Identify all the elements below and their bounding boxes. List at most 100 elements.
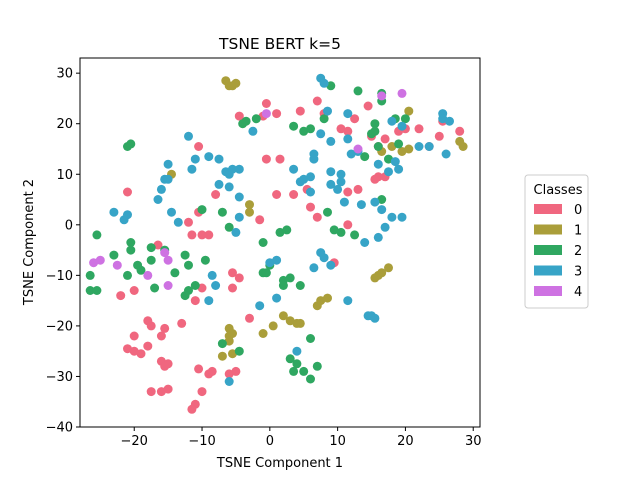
point-class-2 (85, 270, 95, 280)
point-class-4 (163, 255, 173, 265)
x-tick-label: −20 (121, 434, 148, 449)
point-class-3 (333, 184, 343, 194)
y-axis: −40 −30 −20 −10 0 10 20 30 (46, 67, 80, 436)
point-class-2 (329, 225, 339, 235)
point-class-3 (309, 149, 319, 159)
point-class-3 (184, 131, 193, 141)
point-class-3 (387, 116, 397, 126)
point-class-2 (323, 207, 332, 217)
point-class-2 (197, 205, 207, 215)
point-class-3 (414, 142, 424, 151)
point-class-0 (197, 230, 207, 240)
y-tick-label: 0 (65, 218, 73, 233)
point-class-3 (323, 106, 332, 116)
point-class-2 (350, 230, 360, 240)
legend-label-2: 2 (574, 244, 582, 259)
point-class-3 (441, 149, 451, 159)
point-class-3 (319, 253, 329, 263)
point-class-0 (275, 154, 285, 164)
point-class-3 (265, 258, 275, 268)
point-class-2 (234, 346, 244, 356)
point-class-2 (285, 273, 295, 283)
legend-swatch-0 (534, 204, 562, 214)
point-class-2 (282, 225, 292, 235)
point-class-2 (184, 286, 193, 295)
point-class-4 (112, 260, 122, 270)
point-class-2 (360, 152, 370, 162)
point-class-3 (326, 167, 336, 177)
point-class-0 (289, 190, 299, 199)
point-class-3 (187, 164, 197, 174)
legend: Classes 0 1 2 3 4 (524, 174, 589, 309)
point-class-1 (377, 268, 387, 278)
point-class-3 (272, 255, 282, 265)
point-class-0 (312, 96, 322, 106)
point-class-2 (306, 124, 315, 134)
point-class-3 (339, 197, 349, 207)
point-class-3 (207, 270, 217, 280)
point-class-0 (207, 366, 217, 376)
point-class-0 (160, 361, 170, 371)
point-class-0 (190, 296, 200, 306)
point-class-3 (343, 296, 353, 306)
point-class-0 (153, 240, 163, 250)
point-class-0 (295, 106, 305, 116)
point-class-0 (370, 174, 380, 184)
point-class-3 (370, 313, 380, 323)
point-class-2 (373, 142, 383, 151)
point-class-1 (397, 147, 407, 156)
point-class-3 (214, 179, 224, 189)
x-tick-label: 20 (397, 434, 414, 449)
point-class-3 (173, 217, 183, 227)
point-class-0 (312, 212, 322, 222)
point-class-0 (343, 187, 353, 197)
point-class-3 (326, 136, 336, 146)
point-class-2 (123, 270, 132, 280)
point-class-4 (160, 248, 170, 258)
legend-label-4: 4 (574, 285, 582, 300)
point-class-0 (156, 387, 166, 397)
point-class-0 (234, 111, 244, 121)
point-class-3 (214, 154, 224, 164)
point-class-1 (224, 336, 234, 346)
point-class-3 (156, 184, 166, 194)
point-class-1 (245, 200, 254, 210)
point-class-2 (217, 339, 227, 349)
point-class-3 (343, 134, 353, 144)
point-class-3 (394, 164, 404, 174)
point-class-2 (170, 268, 180, 278)
point-class-0 (228, 283, 237, 293)
point-class-0 (380, 134, 390, 144)
point-class-1 (323, 293, 332, 303)
point-class-1 (268, 321, 278, 331)
point-class-3 (234, 164, 244, 174)
point-class-1 (228, 349, 237, 359)
point-class-2 (146, 243, 156, 253)
point-class-2 (319, 114, 329, 124)
point-class-2 (370, 126, 380, 136)
point-class-2 (85, 286, 95, 295)
point-class-0 (187, 230, 197, 240)
point-class-3 (163, 174, 173, 184)
point-class-0 (194, 142, 204, 151)
point-class-2 (384, 154, 393, 164)
point-class-0 (146, 321, 156, 331)
point-class-2 (126, 238, 136, 247)
point-class-2 (289, 121, 299, 131)
point-class-2 (306, 374, 315, 384)
point-class-1 (295, 318, 305, 328)
x-axis: −20 −10 0 10 20 30 (121, 427, 481, 449)
point-class-3 (204, 296, 214, 306)
x-tick-label: 0 (266, 434, 274, 449)
y-tick-label: −40 (46, 421, 73, 436)
point-class-0 (306, 202, 315, 212)
point-class-2 (251, 114, 261, 124)
point-class-3 (123, 210, 132, 220)
point-class-2 (126, 139, 136, 149)
point-class-3 (306, 172, 315, 182)
point-class-1 (404, 144, 414, 154)
point-class-1 (258, 329, 268, 338)
y-tick-label: −20 (46, 319, 73, 334)
point-class-2 (190, 281, 200, 290)
point-class-3 (204, 152, 214, 162)
